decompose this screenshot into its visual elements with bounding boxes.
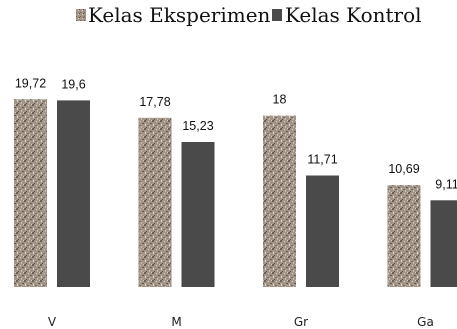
- data-label-gr-series-1: 11,71: [307, 153, 337, 167]
- bar-gr-series-0: [263, 115, 296, 287]
- legend: Kelas Eksperimen Kelas Kontrol: [76, 3, 422, 27]
- legend-swatch-series-0: [76, 9, 86, 21]
- legend-label-series-1: Kelas Kontrol: [285, 3, 422, 27]
- bar-v-series-1: [57, 100, 90, 288]
- data-label-ga-series-0: 10,69: [388, 162, 419, 176]
- data-label-v-series-1: 19,6: [61, 77, 85, 91]
- data-label-m-series-0: 17,78: [139, 95, 170, 109]
- data-label-m-series-1: 15,23: [182, 119, 213, 133]
- legend-item-series-1: Kelas Kontrol: [272, 3, 422, 27]
- data-label-gr-series-0: 18: [273, 93, 287, 107]
- legend-label-series-0: Kelas Eksperimen: [88, 3, 271, 27]
- data-label-ga-series-1: 9,11: [435, 177, 457, 191]
- x-tick-label-ga: Ga: [417, 315, 434, 329]
- data-label-v-series-0: 19,72: [15, 76, 46, 90]
- bar-ga-series-1: [430, 200, 457, 287]
- legend-swatch-series-1: [272, 9, 282, 21]
- bar-v-series-0: [14, 99, 47, 287]
- plot-area: 19,72 19,6 V 17,78 15,23 M 18 11,71 Gr 10,69 9,11 G…: [14, 76, 457, 329]
- bar-m-series-1: [181, 142, 215, 287]
- x-tick-label-m: M: [171, 315, 181, 329]
- x-tick-label-gr: Gr: [294, 315, 308, 329]
- bar-ga-series-0: [387, 185, 421, 287]
- legend-item-series-0: Kelas Eksperimen: [76, 3, 271, 27]
- bar-m-series-0: [138, 117, 172, 287]
- x-tick-label-v: V: [48, 315, 57, 329]
- bar-gr-series-1: [306, 175, 339, 287]
